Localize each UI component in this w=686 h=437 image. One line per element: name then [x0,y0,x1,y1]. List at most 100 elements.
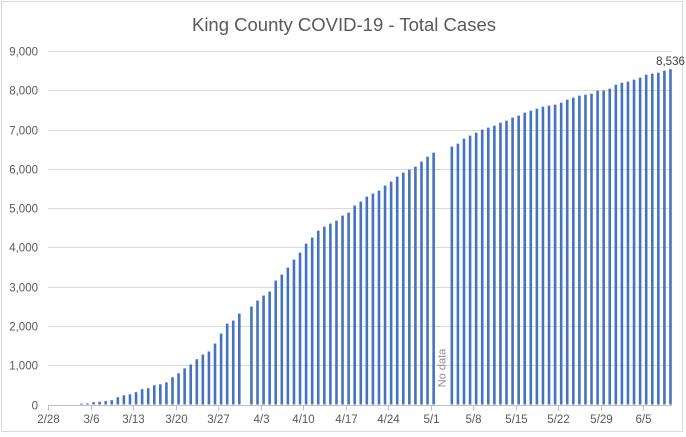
bar [359,201,363,405]
bar [177,373,180,405]
bar [207,351,211,405]
bar [280,274,284,405]
bar [189,364,193,405]
bar [626,81,630,405]
bar [195,359,199,405]
bar [298,252,302,405]
bars [80,69,672,405]
y-tick-label: 4,000 [9,243,38,255]
x-tick-label: 2/28 [37,414,59,426]
bar [468,135,472,405]
bar [122,395,126,405]
y-tick-label: 8,000 [9,86,38,98]
bar [669,69,672,405]
bar [523,112,527,405]
x-tick-label: 3/13 [122,414,144,426]
bar [250,306,253,405]
bar [286,267,290,405]
y-tick-label: 6,000 [9,165,38,177]
bar [553,104,557,405]
bar [377,190,381,405]
bar [256,300,259,405]
bar [389,181,393,405]
y-tick-label: 1,000 [9,361,38,373]
bar [231,320,235,405]
bar [128,394,132,405]
bar [486,127,490,405]
y-tick-label: 7,000 [9,126,38,138]
bar [371,193,375,405]
bar [426,156,429,405]
bar [86,403,89,405]
chart-title: King County COVID-19 - Total Cases [192,14,496,35]
bar [596,90,599,405]
bar [335,220,338,405]
bar [559,102,563,405]
bar [462,138,466,405]
bar [644,74,648,405]
bar [590,93,593,405]
data-label: 8,536 [656,56,685,68]
bar [268,291,271,405]
bar [329,223,332,405]
bar [383,185,387,405]
bar [304,243,308,405]
bar [323,226,326,405]
bar [511,117,514,405]
bar [365,196,369,405]
x-tick-label: 6/5 [636,414,652,426]
no-data-annotation: No data [437,348,449,387]
bar [238,313,241,405]
bar [80,403,83,405]
y-tick-label: 0 [32,401,38,413]
bar [219,333,223,405]
x-tick-label: 4/24 [377,414,400,426]
bar [165,382,168,405]
bar [347,212,350,405]
bar [517,115,520,405]
bar [292,259,296,405]
bar [541,106,545,405]
bar [183,368,186,405]
bar [480,129,484,405]
x-axis-labels: 2/28 3/6 3/13 3/20 3/27 4/3 4/10 4/17 4/24 5/1 5/8… [37,414,651,426]
bar [171,377,174,405]
bar [104,401,107,405]
x-tick-label: 5/1 [424,414,440,426]
bar [310,237,314,405]
bar [505,120,508,405]
bar [638,77,642,405]
bar [584,94,587,405]
bar [116,397,120,405]
y-tick-label: 9,000 [9,47,38,59]
bar [408,169,411,405]
y-tick-label: 5,000 [9,204,38,216]
bar [401,172,405,405]
bar [608,88,612,405]
y-tick-label: 3,000 [9,283,38,295]
bar [529,110,533,405]
x-tick-label: 4/10 [292,414,314,426]
bar [493,125,496,405]
bar [614,84,618,405]
bar [262,295,265,405]
bar [650,73,654,405]
x-tick-label: 3/6 [84,414,100,426]
bar [146,388,150,405]
bar [657,72,660,405]
bar [213,343,217,405]
bar [432,152,435,405]
bar [140,389,144,405]
bar [602,90,605,405]
bar [499,122,502,405]
bar [456,143,460,405]
bar [134,392,138,405]
bar [152,385,156,405]
bar [225,323,229,405]
bar [341,215,344,405]
bar [316,230,320,405]
bar [92,402,95,405]
bar [632,79,636,405]
bar [565,99,569,405]
